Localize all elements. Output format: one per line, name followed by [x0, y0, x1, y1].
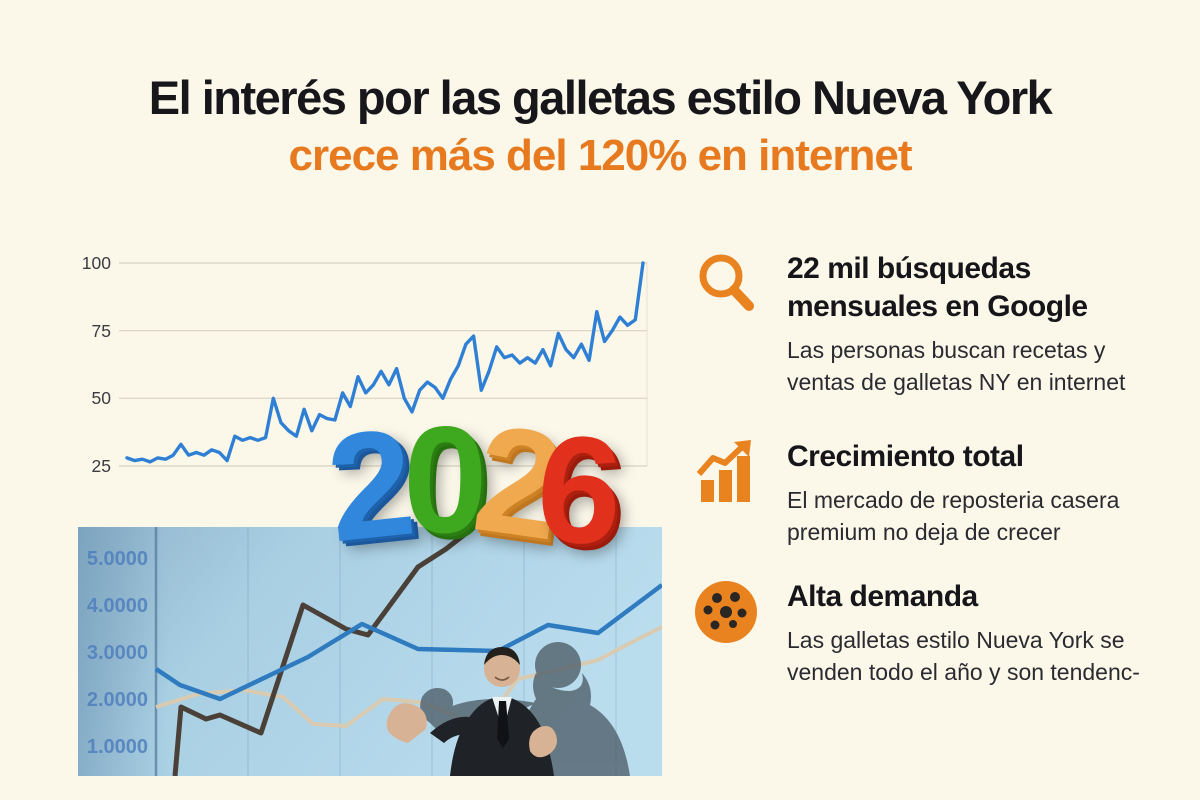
stat-searches: 22 mil búsquedas mensuales en Google Las… — [693, 250, 1169, 398]
stat-demand-title: Alta demanda — [787, 580, 978, 613]
year-digit-0-green: 0 — [401, 394, 479, 566]
trend-chart-svg: 100 75 50 25 — [82, 253, 648, 476]
stat-growth-title: Crecimiento total — [787, 440, 1024, 473]
stat-growth: Crecimiento total El mercado de reposter… — [693, 438, 1169, 548]
stat-growth-subtitle: El mercado de reposteria casera premium … — [787, 487, 1120, 545]
search-icon — [693, 250, 763, 323]
presenter-hair — [484, 647, 520, 665]
stat-searches-subtitle: Las personas buscan recetas y ventas de … — [787, 337, 1126, 395]
trend-chart: 100 75 50 25 — [75, 248, 660, 480]
presenter-photo: 5.0000 4.0000 3.0000 2.0000 1.0000 — [78, 527, 662, 776]
screen-left-shade — [78, 527, 168, 776]
photo-ytick-2: 2.0000 — [87, 689, 148, 711]
year-digit-2-blue: 2 — [319, 397, 412, 575]
presenter-smile — [494, 676, 510, 681]
headline-main: El interés por las galletas estilo Nueva… — [148, 71, 1053, 124]
stat-demand: Alta demanda Las galletas estilo Nueva Y… — [693, 578, 1169, 688]
year-2026-overlay: 2 0 2 6 — [320, 393, 617, 578]
cookie-icon — [693, 578, 763, 651]
presenter-tie — [497, 701, 509, 748]
presenter-right-hand — [529, 726, 557, 758]
ytick-100: 100 — [82, 253, 111, 273]
photo-line-tan — [155, 625, 662, 733]
presenter-head — [484, 651, 520, 687]
stat-searches-title: 22 mil búsquedas mensuales en Google — [787, 252, 1088, 324]
photo-line-blue — [154, 583, 662, 702]
trend-line-series — [125, 261, 645, 464]
growth-chart-icon — [693, 438, 763, 511]
presenter — [386, 647, 557, 776]
ytick-50: 50 — [92, 388, 112, 408]
photo-ytick-1: 1.0000 — [87, 736, 148, 758]
photo-line-dark — [172, 527, 476, 776]
ytick-25: 25 — [92, 456, 111, 476]
presenter-left-arm — [430, 716, 476, 743]
photo-ytick-5: 5.0000 — [87, 548, 148, 570]
presenter-photo-svg: 5.0000 4.0000 3.0000 2.0000 1.0000 — [78, 527, 662, 776]
headline-highlight: crece más del 120% en internet — [288, 131, 913, 180]
photo-ytick-4: 4.0000 — [87, 595, 148, 617]
photo-ytick-3: 3.0000 — [87, 642, 148, 664]
year-digit-6-red: 6 — [531, 402, 618, 578]
ytick-75: 75 — [92, 321, 111, 341]
stat-demand-subtitle: Las galletas estilo Nueva York se venden… — [787, 627, 1140, 685]
presenter-left-hand — [386, 703, 427, 743]
